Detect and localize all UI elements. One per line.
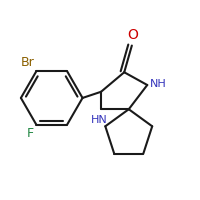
Text: Br: Br (21, 56, 34, 69)
Text: F: F (27, 127, 34, 140)
Text: O: O (127, 28, 138, 42)
Text: NH: NH (150, 79, 167, 89)
Text: HN: HN (91, 115, 108, 125)
